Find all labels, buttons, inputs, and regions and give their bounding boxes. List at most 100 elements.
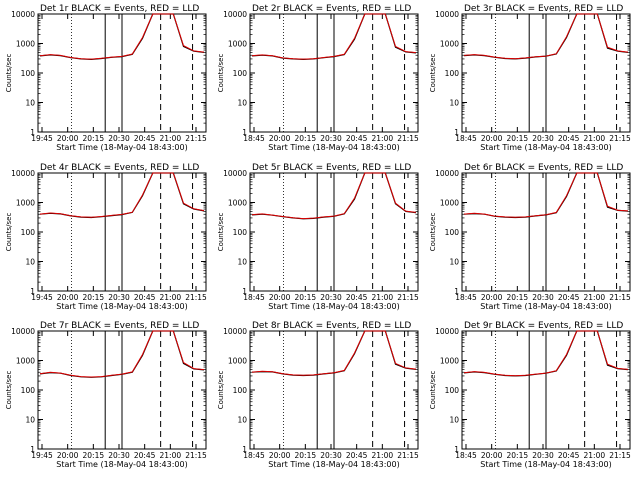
- x-tick-label: 21:00: [372, 134, 394, 143]
- x-tick-label: 21:15: [609, 293, 631, 302]
- lld-series-line: [39, 330, 205, 378]
- x-tick-label: 21:00: [584, 451, 606, 460]
- y-tick-label: 1000: [440, 40, 459, 49]
- y-tick-label: 100: [445, 228, 460, 237]
- panel-title: Det 9r BLACK = Events, RED = LLD: [464, 321, 623, 331]
- x-tick-label: 20:45: [134, 451, 156, 460]
- x-tick-label: 20:45: [346, 451, 368, 460]
- y-tick-label: 100: [445, 386, 460, 395]
- x-tick-label: 19:45: [31, 134, 53, 143]
- lld-series-line: [463, 330, 629, 377]
- y-tick-label: 1000: [228, 199, 247, 208]
- x-tick-label: 21:15: [609, 451, 631, 460]
- x-tick-label: 20:00: [481, 293, 503, 302]
- x-tick-label: 20:15: [83, 134, 105, 143]
- x-tick-label: 18:45: [243, 451, 265, 460]
- x-tick-label: 20:00: [269, 451, 291, 460]
- detector-panel-4: Det 4r BLACK = Events, RED = LLD 1 10 100 10…: [5, 163, 207, 311]
- detector-panel-8: Det 8r BLACK = Events, RED = LLD 1 10 100 10…: [217, 321, 419, 469]
- x-tick-label: 21:00: [160, 451, 182, 460]
- panel-title: Det 5r BLACK = Events, RED = LLD: [252, 163, 411, 173]
- x-tick-label: 20:45: [558, 134, 580, 143]
- x-tick-label: 20:45: [134, 293, 156, 302]
- x-tick-label: 20:00: [57, 293, 79, 302]
- x-tick-label: 18:45: [243, 134, 265, 143]
- x-tick-label: 21:00: [372, 451, 394, 460]
- x-tick-label: 21:15: [185, 134, 207, 143]
- y-tick-label: 1000: [16, 40, 35, 49]
- x-tick-label: 21:15: [397, 134, 419, 143]
- x-tick-label: 20:15: [83, 293, 105, 302]
- y-tick-label: 10: [449, 258, 459, 267]
- lld-series-line: [251, 172, 417, 220]
- y-tick-label: 10: [237, 258, 247, 267]
- y-tick-label: 100: [233, 228, 248, 237]
- panel-title: Det 2r BLACK = Events, RED = LLD: [252, 4, 411, 14]
- x-tick-label: 20:15: [83, 451, 105, 460]
- x-tick-label: 21:00: [584, 134, 606, 143]
- y-tick-label: 10000: [223, 327, 247, 336]
- x-tick-label: 21:15: [185, 293, 207, 302]
- x-tick-label: 20:15: [507, 134, 529, 143]
- y-tick-label: 100: [21, 228, 36, 237]
- y-axis-label: Counts/sec: [217, 54, 225, 93]
- y-tick-label: 10: [25, 258, 35, 267]
- y-tick-label: 1: [242, 128, 247, 137]
- x-axis-label: Start Time (18-May-04 18:43:00): [268, 302, 399, 311]
- y-tick-label: 1000: [228, 40, 247, 49]
- y-tick-label: 100: [21, 386, 36, 395]
- y-tick-label: 100: [21, 69, 36, 78]
- x-axis-label: Start Time (18-May-04 18:43:00): [480, 143, 611, 152]
- x-axis-label: Start Time (18-May-04 18:43:00): [480, 302, 611, 311]
- x-tick-label: 20:00: [481, 134, 503, 143]
- x-tick-label: 20:00: [481, 451, 503, 460]
- x-axis-label: Start Time (18-May-04 18:43:00): [56, 460, 187, 469]
- x-tick-label: 18:45: [455, 293, 477, 302]
- y-tick-label: 1: [454, 128, 459, 137]
- y-tick-label: 1: [242, 445, 247, 454]
- y-axis-label: Counts/sec: [429, 213, 437, 252]
- y-axis-label: Counts/sec: [217, 213, 225, 252]
- y-axis-label: Counts/sec: [5, 213, 13, 252]
- y-tick-label: 10000: [223, 169, 247, 178]
- x-tick-label: 20:45: [134, 134, 156, 143]
- lld-series-line: [39, 172, 205, 218]
- panel-title: Det 3r BLACK = Events, RED = LLD: [464, 4, 623, 14]
- x-tick-label: 20:30: [532, 134, 554, 143]
- y-tick-label: 10000: [435, 10, 459, 19]
- y-tick-label: 1000: [16, 357, 35, 366]
- y-tick-label: 1000: [16, 199, 35, 208]
- panel-title: Det 6r BLACK = Events, RED = LLD: [464, 163, 623, 173]
- x-tick-label: 20:45: [346, 134, 368, 143]
- detector-panel-3: Det 3r BLACK = Events, RED = LLD 1 10 100 10…: [429, 4, 631, 152]
- y-tick-label: 10: [449, 99, 459, 108]
- x-tick-label: 20:15: [507, 293, 529, 302]
- y-tick-label: 10000: [223, 10, 247, 19]
- lld-series-line: [251, 330, 417, 376]
- y-axis-label: Counts/sec: [5, 54, 13, 93]
- x-tick-label: 20:45: [346, 293, 368, 302]
- y-tick-label: 10000: [435, 327, 459, 336]
- y-tick-label: 1: [454, 445, 459, 454]
- x-tick-label: 21:00: [160, 293, 182, 302]
- y-axis-label: Counts/sec: [429, 54, 437, 93]
- x-tick-label: 18:45: [455, 134, 477, 143]
- y-axis-label: Counts/sec: [429, 371, 437, 410]
- x-tick-label: 20:00: [57, 134, 79, 143]
- y-tick-label: 1: [454, 287, 459, 296]
- x-tick-label: 20:30: [532, 293, 554, 302]
- x-tick-label: 20:15: [295, 293, 317, 302]
- detector-panel-7: Det 7r BLACK = Events, RED = LLD 1 10 100 10…: [5, 321, 207, 469]
- lld-series-line: [463, 13, 629, 60]
- y-tick-label: 10000: [11, 10, 35, 19]
- x-tick-label: 20:15: [507, 451, 529, 460]
- y-tick-label: 10000: [11, 169, 35, 178]
- x-tick-label: 21:00: [584, 293, 606, 302]
- y-tick-label: 10000: [11, 327, 35, 336]
- x-tick-label: 21:15: [397, 451, 419, 460]
- x-tick-label: 20:30: [108, 134, 130, 143]
- panel-title: Det 1r BLACK = Events, RED = LLD: [40, 4, 199, 14]
- y-tick-label: 100: [445, 69, 460, 78]
- x-axis-label: Start Time (18-May-04 18:43:00): [268, 460, 399, 469]
